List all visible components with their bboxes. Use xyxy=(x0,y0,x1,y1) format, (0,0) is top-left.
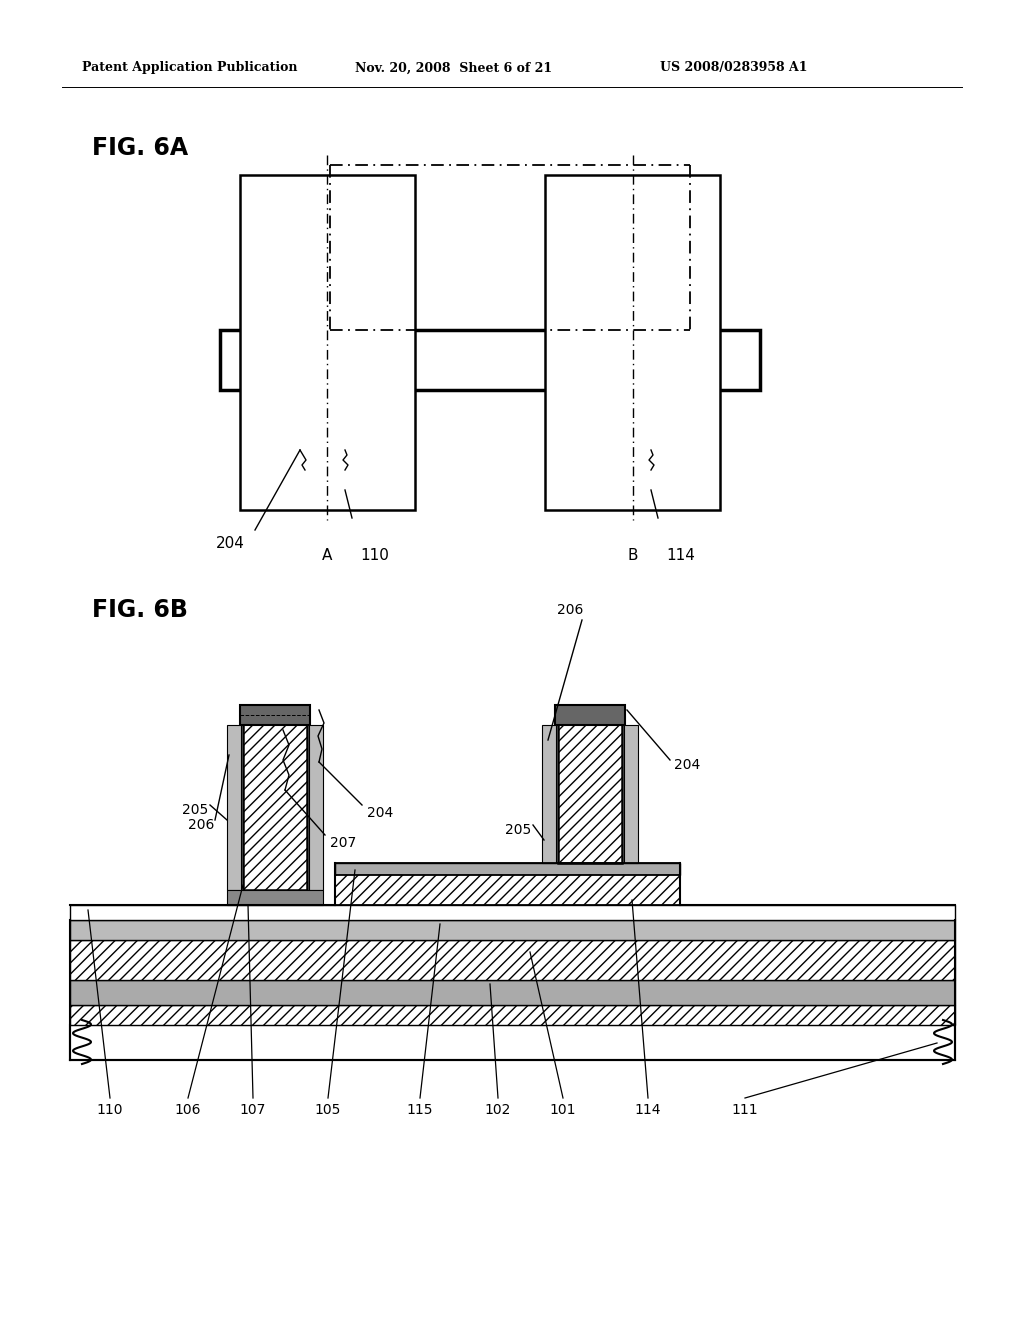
Polygon shape xyxy=(309,725,323,890)
Text: 206: 206 xyxy=(187,818,214,832)
Text: FIG. 6A: FIG. 6A xyxy=(92,136,188,160)
Polygon shape xyxy=(542,725,556,863)
Polygon shape xyxy=(240,705,310,725)
Text: 111: 111 xyxy=(732,1104,759,1117)
Text: 114: 114 xyxy=(667,548,695,562)
Text: 206: 206 xyxy=(557,603,584,616)
Polygon shape xyxy=(555,705,625,725)
Polygon shape xyxy=(243,710,307,890)
Text: 107: 107 xyxy=(240,1104,266,1117)
Text: 207: 207 xyxy=(330,836,356,850)
Text: 204: 204 xyxy=(216,536,245,550)
Polygon shape xyxy=(240,176,415,510)
Polygon shape xyxy=(70,920,955,940)
Polygon shape xyxy=(220,330,760,389)
Polygon shape xyxy=(70,1005,955,1026)
Text: 110: 110 xyxy=(360,548,389,562)
Polygon shape xyxy=(624,725,638,863)
Text: B: B xyxy=(628,548,638,562)
Text: Patent Application Publication: Patent Application Publication xyxy=(82,62,298,74)
Text: 101: 101 xyxy=(550,1104,577,1117)
Text: A: A xyxy=(322,548,332,562)
Text: 115: 115 xyxy=(407,1104,433,1117)
Text: 105: 105 xyxy=(314,1104,341,1117)
Polygon shape xyxy=(227,725,241,890)
Polygon shape xyxy=(70,940,955,979)
Polygon shape xyxy=(70,979,955,1005)
Text: 106: 106 xyxy=(175,1104,202,1117)
Polygon shape xyxy=(70,1026,955,1060)
Polygon shape xyxy=(335,875,680,906)
Polygon shape xyxy=(545,176,720,510)
Polygon shape xyxy=(70,906,955,920)
Text: 205: 205 xyxy=(505,822,531,837)
Polygon shape xyxy=(335,863,680,875)
Text: 102: 102 xyxy=(484,1104,511,1117)
Text: 204: 204 xyxy=(367,807,393,820)
Polygon shape xyxy=(227,890,323,906)
Text: 114: 114 xyxy=(635,1104,662,1117)
Polygon shape xyxy=(558,710,622,863)
Text: FIG. 6B: FIG. 6B xyxy=(92,598,187,622)
Text: 205: 205 xyxy=(182,803,208,817)
Text: 204: 204 xyxy=(674,758,700,772)
Text: Nov. 20, 2008  Sheet 6 of 21: Nov. 20, 2008 Sheet 6 of 21 xyxy=(355,62,552,74)
Text: 110: 110 xyxy=(96,1104,123,1117)
Text: US 2008/0283958 A1: US 2008/0283958 A1 xyxy=(660,62,808,74)
